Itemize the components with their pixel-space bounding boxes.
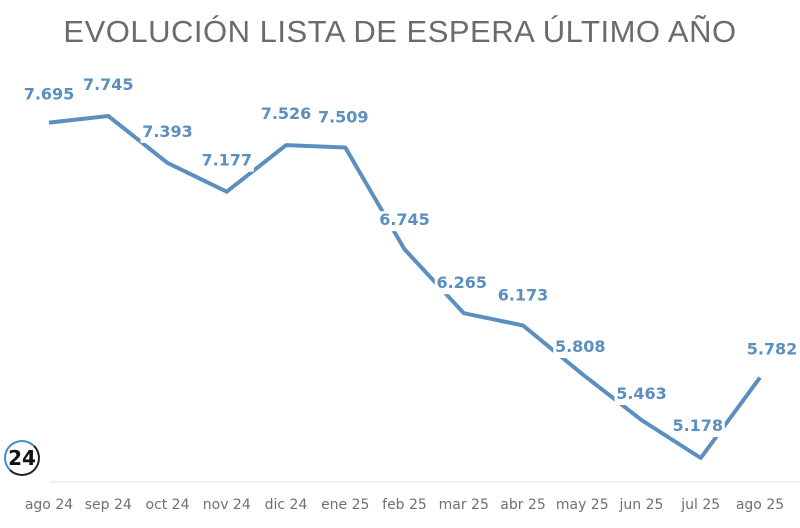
- x-tick-label: ago 25: [736, 497, 784, 513]
- data-label: 5.808: [555, 337, 606, 356]
- series-line: [48, 114, 762, 460]
- data-label-bg: [553, 338, 608, 359]
- data-label: 6.265: [436, 273, 487, 292]
- x-tick-label: feb 25: [382, 497, 427, 513]
- data-label: 7.509: [318, 107, 369, 126]
- x-tick-label: dic 24: [265, 497, 308, 513]
- x-tick-label: jul 25: [680, 497, 720, 513]
- data-label-bg: [22, 85, 76, 106]
- data-label: 7.745: [83, 75, 134, 94]
- data-label: 5.463: [616, 384, 667, 403]
- data-label-bg: [140, 122, 195, 143]
- data-label: 7.177: [201, 151, 252, 170]
- data-label-bg: [316, 108, 371, 129]
- x-tick-label: ago 24: [25, 497, 73, 513]
- x-tick-label: oct 24: [145, 497, 189, 513]
- x-tick-label: nov 24: [203, 497, 251, 513]
- x-tick-label: may 25: [556, 497, 609, 513]
- x-tick-label: sep 24: [85, 497, 132, 513]
- data-label-bg: [614, 385, 669, 406]
- data-label-bg: [434, 274, 489, 295]
- data-label: 6.745: [379, 210, 430, 229]
- watermark-logo: 24: [4, 440, 40, 476]
- data-label: 5.178: [672, 416, 723, 435]
- data-label: 7.695: [24, 85, 75, 104]
- data-label-bg: [377, 211, 432, 232]
- chart-title: EVOLUCIÓN LISTA DE ESPERA ÚLTIMO AÑO: [63, 14, 737, 49]
- data-label-bg: [496, 286, 550, 307]
- data-label: 5.782: [747, 340, 798, 359]
- x-tick-label: jun 25: [619, 497, 664, 513]
- x-tick-label: mar 25: [439, 497, 489, 513]
- data-label: 6.173: [498, 285, 549, 304]
- data-label: 7.526: [261, 104, 312, 123]
- x-tick-label: ene 25: [321, 497, 369, 513]
- data-label-bg: [745, 340, 799, 361]
- data-label-bg: [670, 417, 725, 437]
- x-tick-label: abr 25: [500, 497, 546, 513]
- data-label-bg: [81, 76, 136, 96]
- data-label-bg: [259, 105, 313, 126]
- data-label-bg: [199, 151, 254, 172]
- data-label: 7.393: [142, 122, 193, 141]
